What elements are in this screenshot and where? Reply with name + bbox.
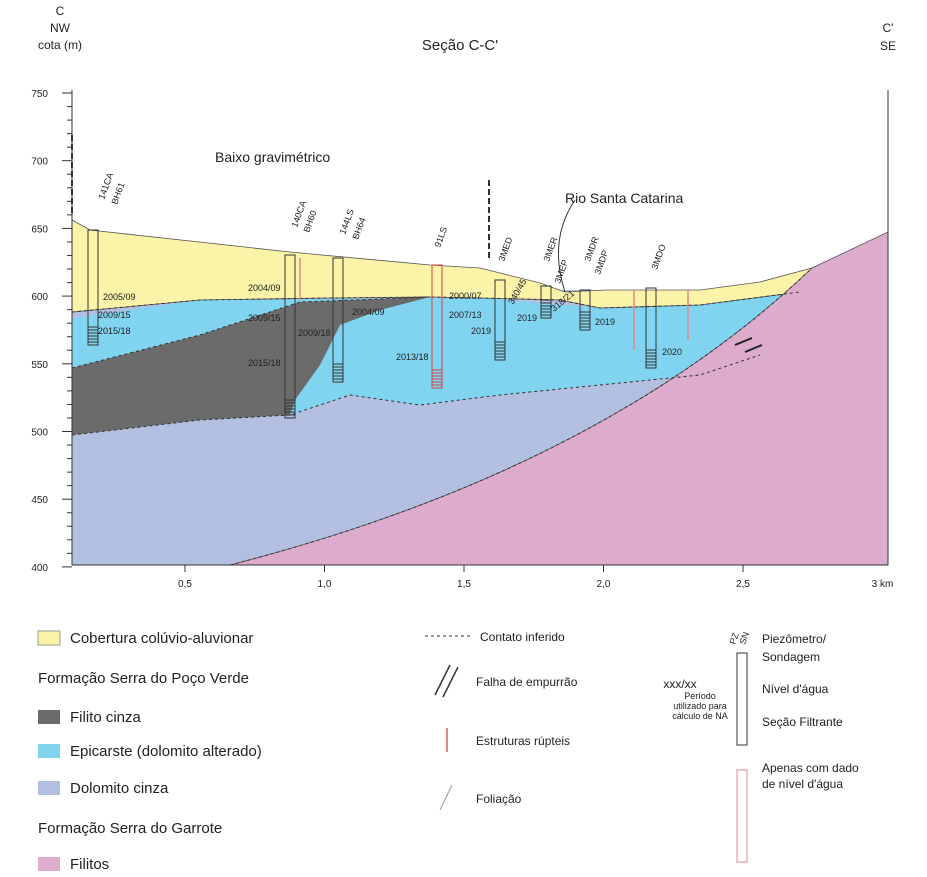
date: 2019 [471,326,491,336]
legend-label: Piezômetro/ [762,632,827,646]
swatch [38,710,60,724]
legend-label: Formação Serra do Garrote [38,820,222,837]
x-tick-label: 0,5 [178,579,192,590]
date: 2004/09 [352,307,385,317]
x-tick-label: 1,5 [457,579,471,590]
legend-label: de nível d'água [762,777,843,791]
y-tick-label: 400 [31,563,48,574]
well-label: 91LS [432,226,449,249]
diagram: C NW cota (m) Seção C-C' C' SE Baixo gra… [0,0,927,877]
y-tick-label: 650 [31,224,48,235]
date: 2009/15 [248,313,281,323]
title: Seção C-C' [422,37,498,54]
x-tick-label: 2,5 [736,579,750,590]
x-tick-label: 3 km [872,579,894,590]
date: 2015/18 [98,326,131,336]
y-tick-label: 550 [31,360,48,371]
date: 2004/09 [248,283,281,293]
legend-label: utilizado para [673,701,727,711]
label: C' [883,21,894,35]
legend-label: Cobertura colúvio-aluvionar [70,630,253,647]
date: 2009/18 [298,328,331,338]
annotation: Baixo gravimétrico [215,149,330,165]
legend-label: Dolomito cinza [70,780,169,797]
x-tick-label: 1,0 [318,579,332,590]
swatch [440,785,452,810]
annotation: Rio Santa Catarina [565,190,684,206]
swatch [38,857,60,871]
date: 2015/18 [248,358,281,368]
swatch [38,781,60,795]
legend-label: Seção Filtrante [762,715,843,729]
legend-label: Estruturas rúpteis [476,734,570,748]
legend-label: Foliação [476,792,522,806]
date: 2005/09 [103,292,136,302]
well-symbol [737,653,747,745]
legend-label: Falha de empurrão [476,675,578,689]
legend-label: Filito cinza [70,709,142,726]
label: cota (m) [38,38,82,52]
legend-label: SN [737,631,751,646]
legend-label: Epicarste (dolomito alterado) [70,743,262,760]
y-tick-label: 500 [31,428,48,439]
label: NW [50,21,71,35]
well-label: 3MEP [552,258,570,284]
legend-label: Nível d'água [762,682,829,696]
swatch [38,631,60,645]
well-label: 3MER [541,235,559,262]
date: 2000/07 [449,291,482,301]
label: C [56,4,65,18]
y-tick-label: 600 [31,292,48,303]
y-tick-label: 450 [31,495,48,506]
well-label: BH61 [109,181,126,206]
date: 2019 [517,313,537,323]
y-tick-label: 700 [31,157,48,168]
swatch [435,665,458,697]
legend-label: Sondagem [762,650,820,664]
date: 2007/13 [449,310,482,320]
date: 2019 [595,317,615,327]
well-label: BH64 [350,216,367,241]
well-label: 3MDO [649,243,667,271]
legend-label: Contato inferido [480,630,565,644]
date: 2020 [662,347,682,357]
well-label: 3MED [496,235,514,262]
swatch [38,744,60,758]
legend-label: Formação Serra do Poço Verde [38,670,249,687]
legend-label: cálculo de NA [672,711,728,721]
x-tick-label: 2,0 [597,579,611,590]
date: 2009/15 [98,310,131,320]
y-tick-label: 750 [31,89,48,100]
legend-label: xxx/xx [663,677,696,691]
well-symbol [737,770,747,862]
date: 2013/18 [396,352,429,362]
legend-label: Período [684,691,716,701]
label: SE [880,39,896,53]
legend-label: Filitos [70,856,109,873]
legend-label: Apenas com dado [762,761,859,775]
